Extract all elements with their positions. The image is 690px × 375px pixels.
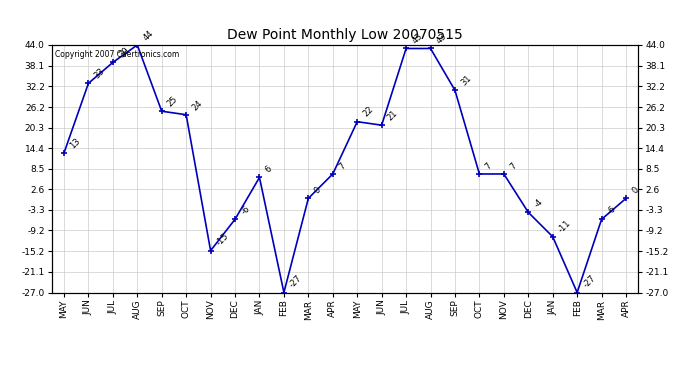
Text: 21: 21 bbox=[386, 109, 400, 122]
Text: 44: 44 bbox=[141, 28, 155, 42]
Text: -27: -27 bbox=[581, 274, 598, 290]
Title: Dew Point Monthly Low 20070515: Dew Point Monthly Low 20070515 bbox=[227, 28, 463, 42]
Text: Copyright 2007 Caertronics.com: Copyright 2007 Caertronics.com bbox=[55, 50, 179, 59]
Text: 43: 43 bbox=[411, 32, 424, 46]
Text: 7: 7 bbox=[508, 161, 518, 171]
Text: -15: -15 bbox=[215, 232, 230, 248]
Text: 7: 7 bbox=[337, 161, 347, 171]
Text: 0: 0 bbox=[630, 186, 640, 196]
Text: 33: 33 bbox=[92, 67, 106, 81]
Text: 31: 31 bbox=[459, 74, 473, 87]
Text: 7: 7 bbox=[484, 161, 494, 171]
Text: 43: 43 bbox=[435, 32, 448, 46]
Text: 6: 6 bbox=[264, 165, 274, 175]
Text: -4: -4 bbox=[533, 197, 544, 210]
Text: -6: -6 bbox=[606, 204, 618, 216]
Text: 13: 13 bbox=[68, 136, 82, 150]
Text: 24: 24 bbox=[190, 98, 204, 112]
Text: 39: 39 bbox=[117, 46, 131, 60]
Text: 22: 22 bbox=[362, 105, 375, 119]
Text: -27: -27 bbox=[288, 274, 304, 290]
Text: -6: -6 bbox=[239, 204, 251, 216]
Text: 0: 0 bbox=[313, 186, 323, 196]
Text: -11: -11 bbox=[557, 218, 573, 234]
Text: 25: 25 bbox=[166, 94, 179, 108]
